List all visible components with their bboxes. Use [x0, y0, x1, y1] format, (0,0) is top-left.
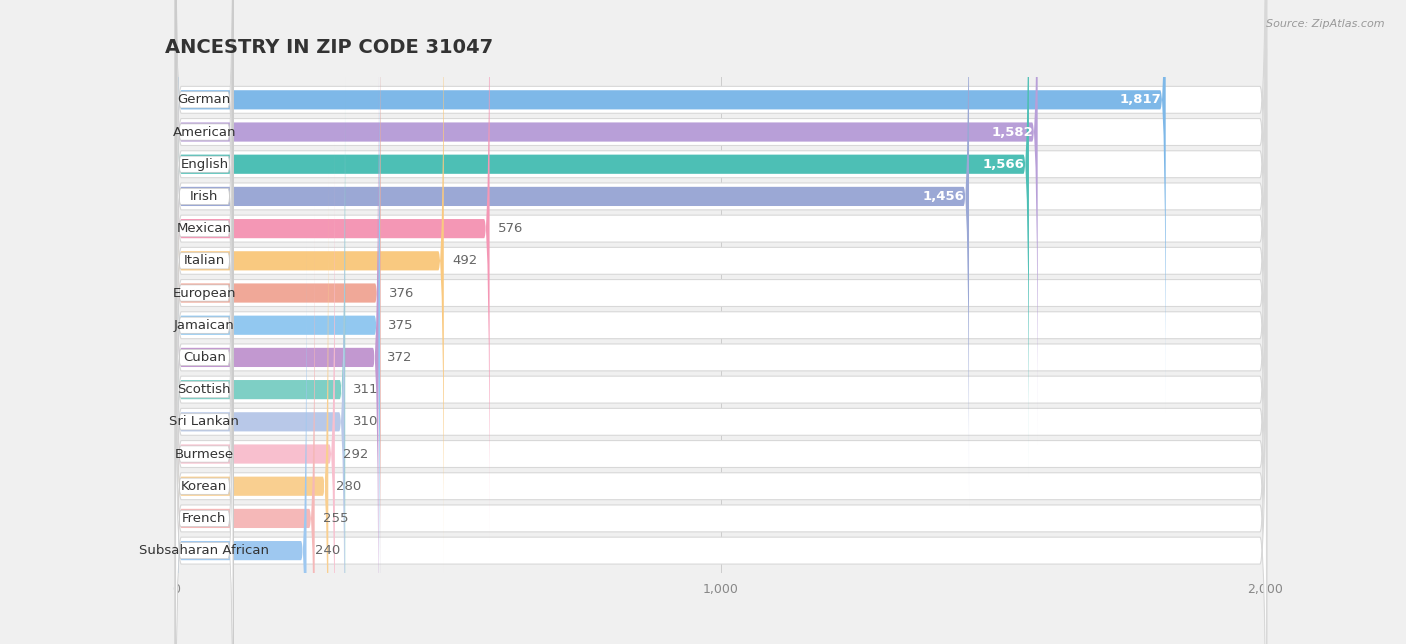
FancyBboxPatch shape: [176, 0, 1038, 444]
FancyBboxPatch shape: [176, 0, 233, 413]
FancyBboxPatch shape: [176, 140, 233, 644]
FancyBboxPatch shape: [176, 0, 233, 510]
Text: 311: 311: [353, 383, 378, 396]
Text: 255: 255: [323, 512, 349, 525]
Text: 1,582: 1,582: [991, 126, 1033, 138]
FancyBboxPatch shape: [176, 269, 233, 644]
FancyBboxPatch shape: [176, 0, 233, 542]
FancyBboxPatch shape: [176, 142, 335, 644]
FancyBboxPatch shape: [176, 44, 233, 607]
FancyBboxPatch shape: [174, 146, 1267, 644]
FancyBboxPatch shape: [174, 0, 1267, 644]
FancyBboxPatch shape: [174, 0, 1267, 634]
Text: English: English: [180, 158, 228, 171]
FancyBboxPatch shape: [174, 0, 1267, 644]
Text: 1,456: 1,456: [922, 190, 965, 203]
FancyBboxPatch shape: [176, 0, 381, 605]
FancyBboxPatch shape: [176, 0, 233, 446]
FancyBboxPatch shape: [174, 178, 1267, 644]
FancyBboxPatch shape: [176, 0, 1029, 477]
FancyBboxPatch shape: [176, 0, 1166, 412]
Text: Cuban: Cuban: [183, 351, 226, 364]
FancyBboxPatch shape: [174, 0, 1267, 644]
FancyBboxPatch shape: [174, 0, 1267, 569]
Text: 1,817: 1,817: [1119, 93, 1161, 106]
Text: 240: 240: [315, 544, 340, 557]
Text: 375: 375: [388, 319, 413, 332]
Text: Source: ZipAtlas.com: Source: ZipAtlas.com: [1267, 19, 1385, 30]
FancyBboxPatch shape: [174, 113, 1267, 644]
Text: European: European: [173, 287, 236, 299]
FancyBboxPatch shape: [174, 0, 1267, 505]
Text: Mexican: Mexican: [177, 222, 232, 235]
Text: Sri Lankan: Sri Lankan: [169, 415, 239, 428]
Text: ANCESTRY IN ZIP CODE 31047: ANCESTRY IN ZIP CODE 31047: [165, 39, 494, 57]
FancyBboxPatch shape: [176, 0, 489, 541]
Text: 492: 492: [451, 254, 477, 267]
FancyBboxPatch shape: [176, 77, 346, 644]
FancyBboxPatch shape: [176, 0, 233, 478]
FancyBboxPatch shape: [176, 45, 378, 644]
Text: 280: 280: [336, 480, 361, 493]
Text: 372: 372: [387, 351, 412, 364]
Text: Scottish: Scottish: [177, 383, 231, 396]
Text: Korean: Korean: [181, 480, 228, 493]
FancyBboxPatch shape: [176, 108, 233, 644]
FancyBboxPatch shape: [174, 0, 1267, 601]
Text: German: German: [177, 93, 231, 106]
Text: French: French: [183, 512, 226, 525]
FancyBboxPatch shape: [174, 0, 1267, 537]
FancyBboxPatch shape: [176, 109, 344, 644]
FancyBboxPatch shape: [176, 205, 233, 644]
FancyBboxPatch shape: [176, 206, 315, 644]
FancyBboxPatch shape: [176, 0, 969, 509]
Text: Italian: Italian: [184, 254, 225, 267]
Text: Burmese: Burmese: [174, 448, 233, 460]
FancyBboxPatch shape: [176, 76, 233, 639]
Text: 376: 376: [389, 287, 415, 299]
Text: 1,566: 1,566: [983, 158, 1025, 171]
FancyBboxPatch shape: [174, 81, 1267, 644]
FancyBboxPatch shape: [174, 0, 1267, 473]
FancyBboxPatch shape: [176, 13, 380, 638]
FancyBboxPatch shape: [176, 0, 233, 381]
Text: 576: 576: [498, 222, 523, 235]
Text: Irish: Irish: [190, 190, 218, 203]
FancyBboxPatch shape: [176, 237, 233, 644]
FancyBboxPatch shape: [176, 238, 307, 644]
FancyBboxPatch shape: [174, 49, 1267, 644]
Text: 310: 310: [353, 415, 378, 428]
Text: 292: 292: [343, 448, 368, 460]
FancyBboxPatch shape: [176, 173, 233, 644]
Text: American: American: [173, 126, 236, 138]
Text: Subsaharan African: Subsaharan African: [139, 544, 270, 557]
FancyBboxPatch shape: [176, 12, 233, 574]
FancyBboxPatch shape: [176, 0, 444, 573]
FancyBboxPatch shape: [174, 17, 1267, 644]
Text: Jamaican: Jamaican: [174, 319, 235, 332]
FancyBboxPatch shape: [176, 174, 329, 644]
